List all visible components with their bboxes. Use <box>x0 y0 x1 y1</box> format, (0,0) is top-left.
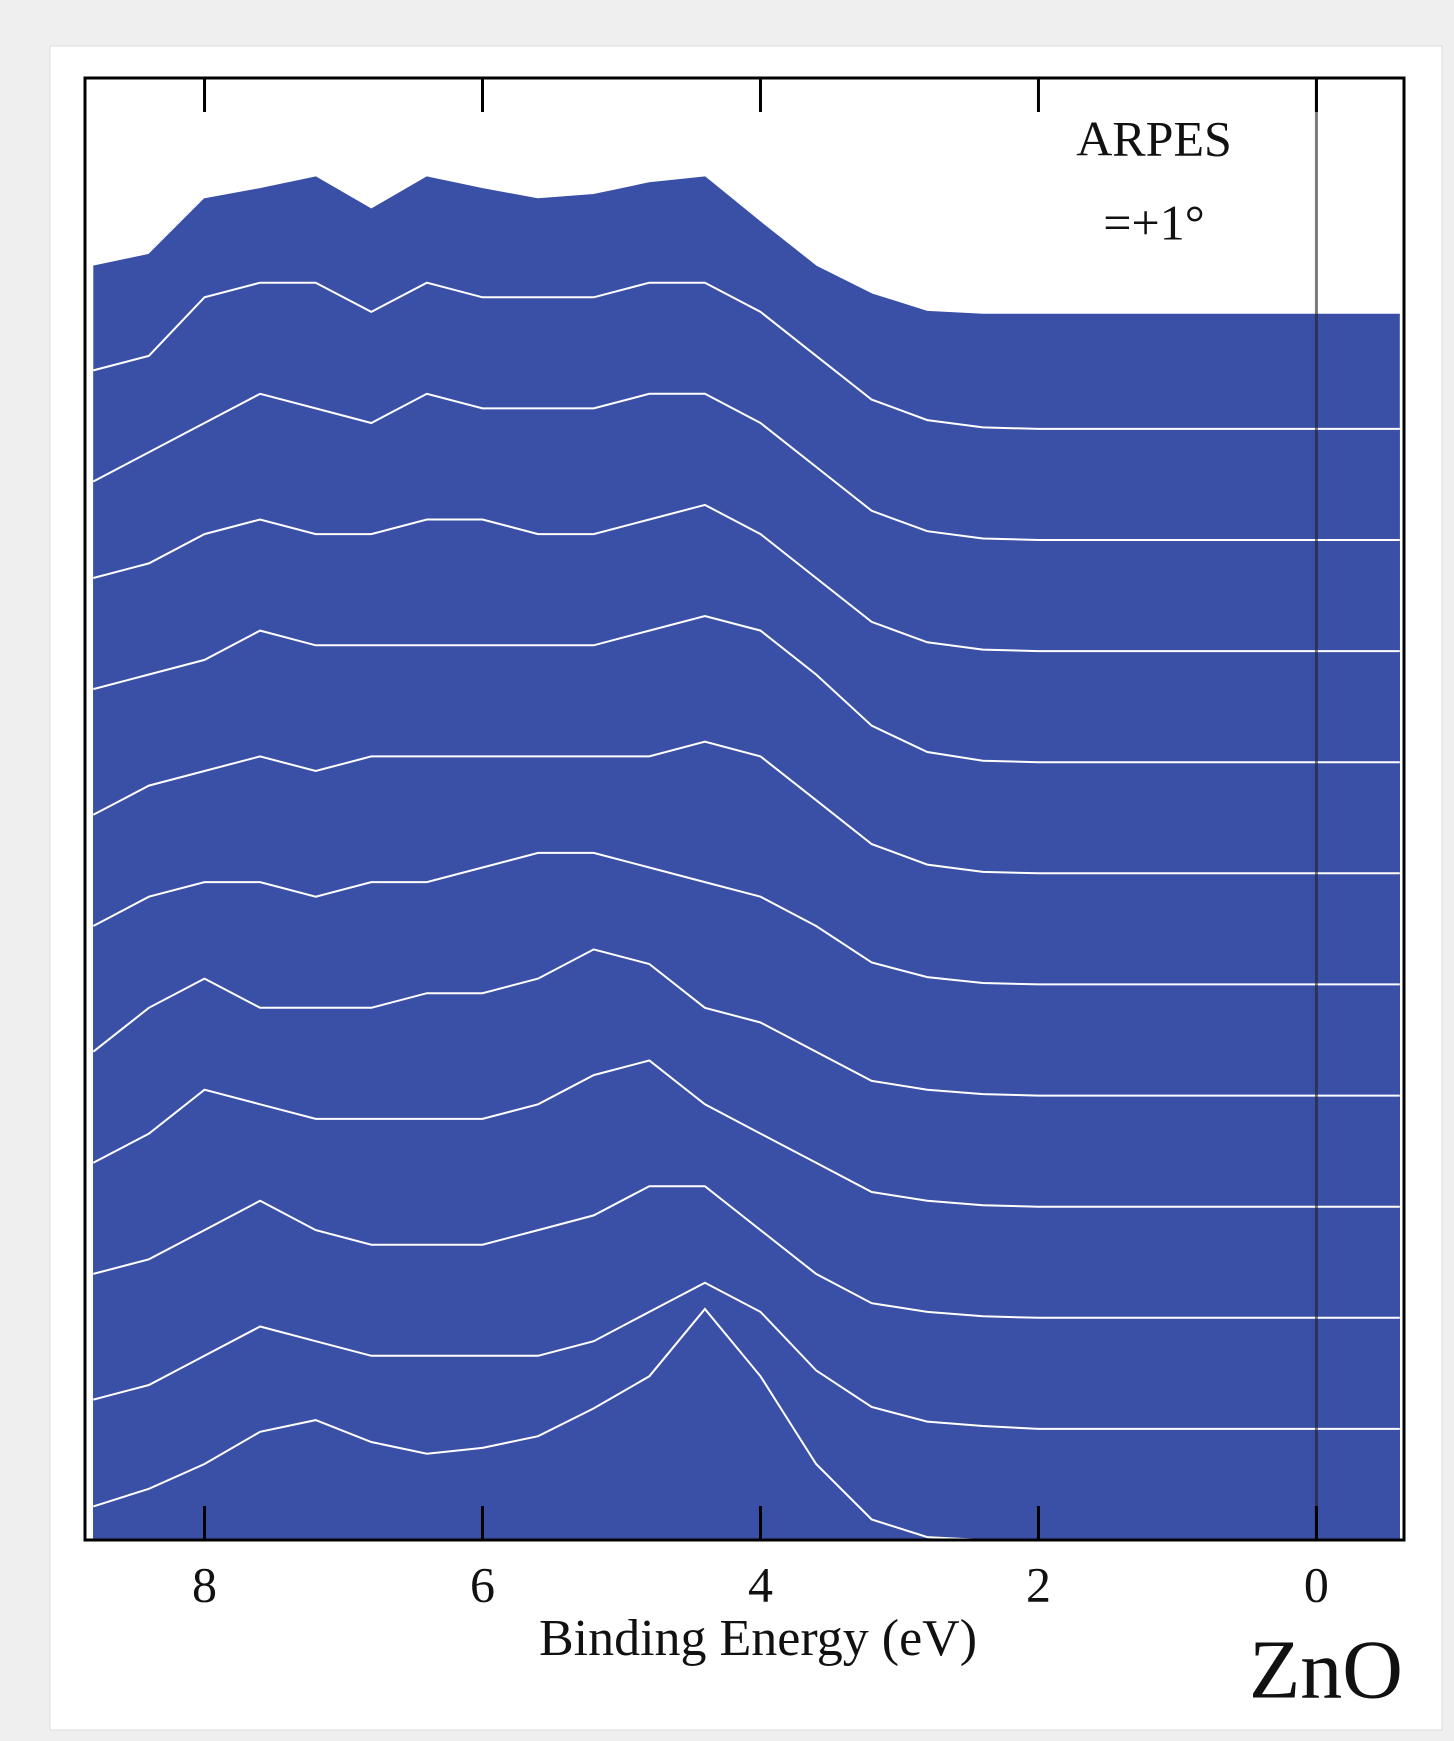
x-tick-label: 8 <box>192 1556 217 1612</box>
spectrum-line <box>93 1185 1400 1319</box>
spectrum-line <box>92 740 1400 875</box>
spectrum-line <box>93 614 1400 764</box>
spectrum-line <box>92 851 1400 986</box>
spectrum-line <box>93 503 1400 653</box>
spectrum-line <box>93 1281 1400 1430</box>
spectrum-line <box>92 392 1400 541</box>
spectrum-line <box>92 1059 1400 1208</box>
x-tick-label: 6 <box>470 1556 495 1612</box>
x-tick-label: 0 <box>1304 1556 1329 1612</box>
spectrum-line <box>92 948 1400 1097</box>
annotation: =+1° <box>1103 194 1204 250</box>
x-axis-label: Binding Energy (eV) <box>539 1610 977 1667</box>
x-tick-label: 4 <box>748 1556 773 1612</box>
annotation: ARPES <box>1076 110 1232 166</box>
annotation: ZnO <box>1249 1623 1403 1716</box>
spectrum-line <box>93 176 1400 316</box>
plot-frame <box>83 76 1406 1542</box>
spectrum-area <box>93 1309 1400 1540</box>
spectrum-line <box>93 281 1400 430</box>
x-tick-label: 2 <box>1026 1556 1051 1612</box>
